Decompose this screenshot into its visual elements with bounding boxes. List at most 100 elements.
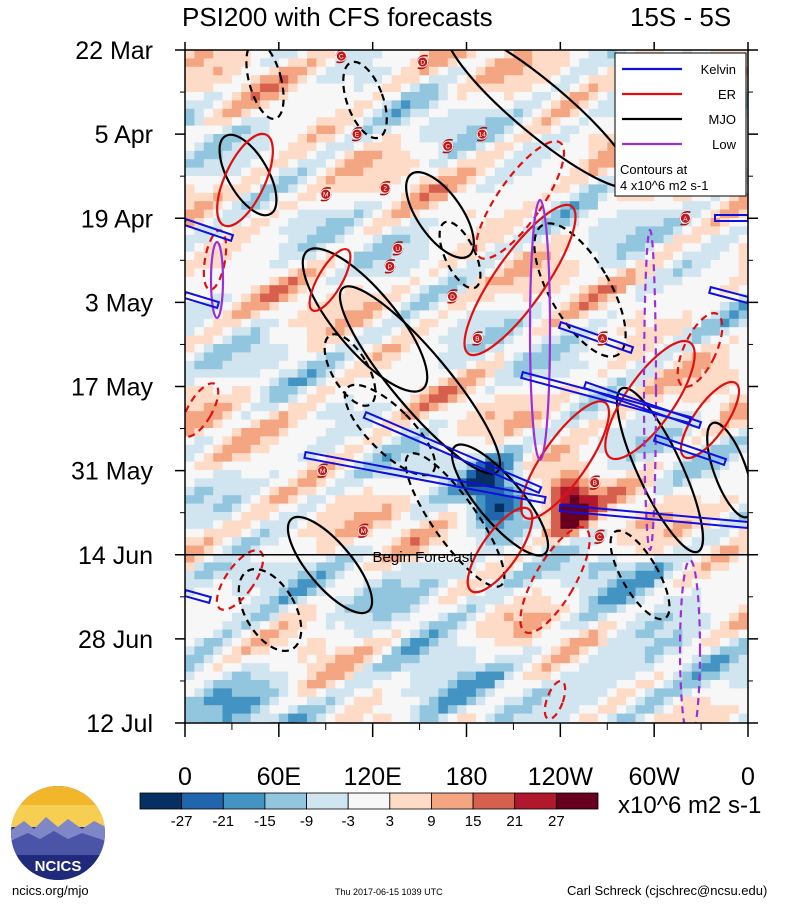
mjo-contour <box>405 171 475 259</box>
kelvin-contour <box>362 410 543 495</box>
storm-label: 2 <box>383 186 387 193</box>
mjo-contour <box>301 247 429 393</box>
storm-marker: C <box>593 529 606 544</box>
colorbar-segment <box>514 792 557 810</box>
storm-label: M <box>361 528 366 535</box>
low-contour <box>678 558 702 723</box>
colorbar-level: -27 <box>171 813 193 830</box>
er-contour <box>216 132 274 228</box>
colorbar-segment <box>264 792 307 810</box>
footer-url: ncics.org/mjo <box>12 883 89 898</box>
footer-timestamp: Thu 2017-06-15 1039 UTC <box>335 887 443 897</box>
mjo-contour <box>237 567 303 653</box>
storm-label: A <box>683 216 688 223</box>
y-tick-label: 5 Apr <box>95 121 153 149</box>
storm-label: C <box>445 144 450 151</box>
mjo-contour <box>450 443 550 557</box>
x-tick-label: 0 <box>741 763 755 791</box>
legend-note: 4 x10^6 m2 s-1 <box>620 178 708 193</box>
kelvin-contour <box>714 214 748 222</box>
colorbar-level: 27 <box>548 813 565 830</box>
mjo-contour <box>706 421 748 519</box>
x-tick-label: 60E <box>257 763 301 791</box>
legend-label: ER <box>718 87 736 102</box>
kelvin-contour <box>303 450 547 505</box>
storm-marker: M <box>316 463 329 478</box>
mjo-contour <box>245 50 285 120</box>
storm-label: B <box>475 336 479 343</box>
kelvin-contour <box>558 503 748 530</box>
storm-marker: A <box>679 211 692 226</box>
er-contour <box>543 679 567 721</box>
er-contour <box>308 248 352 312</box>
kelvin-contour <box>519 370 693 425</box>
mjo-contour <box>609 529 671 621</box>
storm-marker: 2 <box>379 181 391 196</box>
colorbar-segment <box>431 792 474 810</box>
ncics-logo: NCICS <box>11 786 105 880</box>
begin-forecast-label: Begin Forecast <box>373 549 475 566</box>
er-contour <box>185 382 220 438</box>
colorbar-level: 9 <box>427 813 435 830</box>
colorbar: -27 -21 -15 -9 -3 3 9 15 21 27 <box>139 792 599 830</box>
er-contour <box>466 506 534 594</box>
colorbar-level: 21 <box>506 813 523 830</box>
y-tick-label: 22 Mar <box>75 37 153 65</box>
storm-label: B <box>593 480 597 487</box>
storm-label: C <box>339 54 344 61</box>
colorbar-level: 15 <box>465 813 482 830</box>
storm-label: 14 <box>479 132 487 139</box>
storm-marker: U <box>391 241 404 256</box>
er-contour <box>463 203 577 357</box>
er-contour <box>604 339 696 461</box>
storm-marker: M <box>319 187 332 202</box>
y-tick-label: 12 Jul <box>86 710 153 738</box>
logo-text: NCICS <box>35 858 82 875</box>
legend-label: Kelvin <box>701 62 736 77</box>
x-tick-label: 180 <box>446 763 488 791</box>
storm-marker: B <box>471 331 484 346</box>
y-tick-label: 3 May <box>85 289 154 317</box>
storm-marker: 14 <box>476 126 488 142</box>
storm-marker: P <box>384 259 396 274</box>
colorbar-level: 3 <box>386 813 394 830</box>
storm-marker: D <box>446 289 459 304</box>
kelvin-contour <box>557 320 635 355</box>
mjo-contour <box>323 333 377 407</box>
er-contour <box>676 312 724 388</box>
legend-note: Contours at <box>620 162 688 177</box>
colorbar-level: -15 <box>254 813 276 830</box>
kelvin-contour <box>582 380 703 430</box>
er-contour <box>519 400 611 520</box>
colorbar-segment <box>472 792 516 810</box>
region-label: 15S - 5S <box>630 2 732 32</box>
legend: Kelvin ER MJO Low Contours at4 x10^6 m2 s-1 <box>614 52 747 197</box>
storm-label: M <box>320 468 325 475</box>
mjo-contour <box>404 452 506 588</box>
storm-label: D <box>420 60 425 67</box>
mjo-contour <box>338 285 502 475</box>
mjo-contour <box>615 386 705 554</box>
low-contour <box>642 228 658 552</box>
storm-label: U <box>395 246 400 253</box>
storm-marker: E <box>351 126 363 142</box>
x-tick-label: 120W <box>528 763 594 791</box>
er-contour <box>215 549 265 611</box>
colorbar-segment <box>347 792 391 810</box>
storm-label: A <box>600 336 605 343</box>
mjo-contour <box>218 133 278 217</box>
legend-box <box>614 52 747 197</box>
storm-marker: C <box>335 50 348 64</box>
colorbar-units: x10^6 m2 s-1 <box>618 792 762 819</box>
low-contour <box>209 240 225 320</box>
y-tick-label: 17 May <box>71 374 153 402</box>
storm-label: E <box>355 132 360 139</box>
psi200-field <box>185 50 748 723</box>
colorbar-segment <box>181 792 224 810</box>
wave-contours <box>185 50 748 723</box>
storm-marker: A <box>596 331 609 346</box>
storm-marker: B <box>588 475 601 490</box>
colorbar-segment <box>222 792 266 810</box>
mjo-contour <box>343 383 437 477</box>
storm-marker: D <box>416 54 429 70</box>
